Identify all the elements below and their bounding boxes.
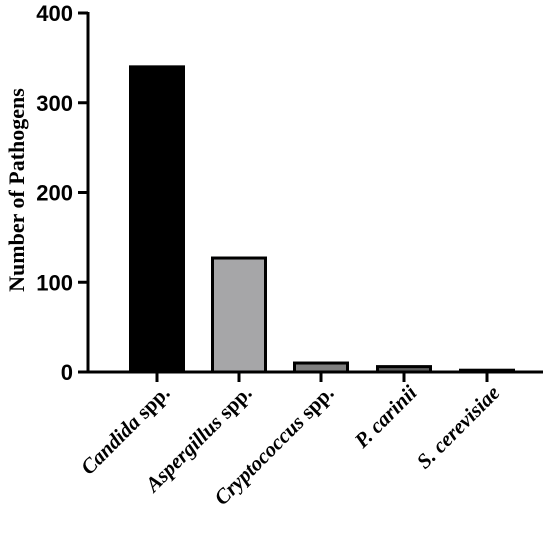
- y-tick-label: 100: [36, 270, 73, 295]
- bar: [459, 368, 515, 374]
- bars: [129, 65, 515, 374]
- y-tick-label: 400: [36, 1, 73, 26]
- x-tick-label-italic: P. carinii: [349, 380, 422, 453]
- y-axis: 0 100 200 300 400: [36, 1, 90, 385]
- x-axis: [86, 370, 543, 382]
- x-tick-label: P. carinii: [349, 380, 422, 453]
- x-tick-label-italic: Candida: [76, 410, 145, 479]
- x-tick-label-italic: S. cerevisiae: [412, 381, 505, 474]
- x-tick-label: S. cerevisiae: [412, 381, 505, 474]
- x-tick-label-italic: Aspergillus: [139, 410, 227, 498]
- y-axis-title: Number of Pathogens: [4, 88, 29, 292]
- bar: [376, 365, 432, 374]
- category-labels: Candida spp.Aspergillus spp.Cryptococcus…: [76, 380, 505, 509]
- bar: [211, 256, 267, 374]
- y-tick-label: 0: [61, 360, 73, 385]
- y-tick-label: 200: [36, 181, 73, 206]
- bar: [129, 65, 185, 374]
- bar: [293, 361, 349, 374]
- y-tick-label: 300: [36, 91, 73, 116]
